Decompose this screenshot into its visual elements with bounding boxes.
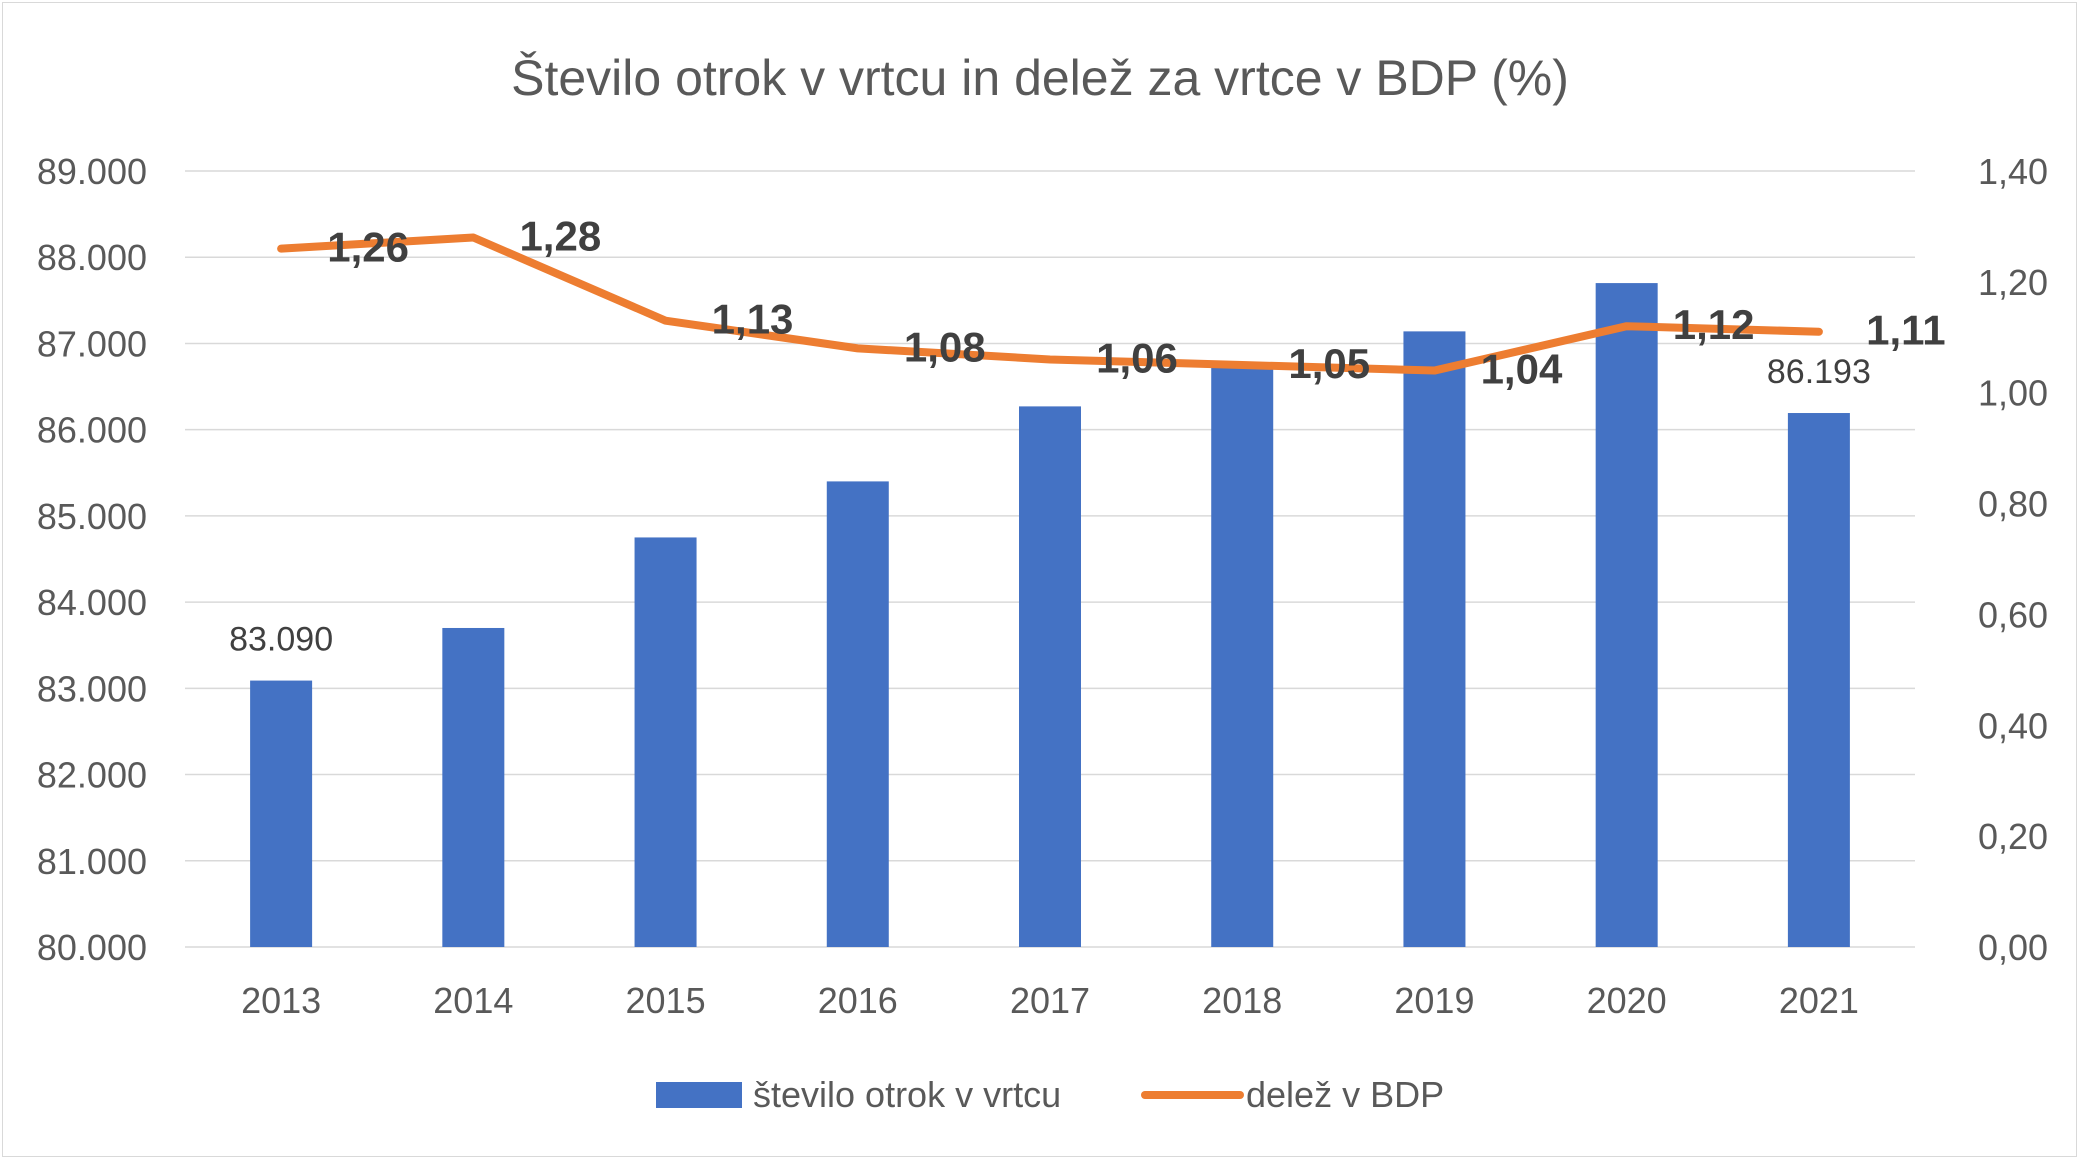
bar [1019, 406, 1081, 947]
y-left-tick-label: 87.000 [37, 323, 147, 364]
x-tick-label: 2016 [818, 980, 898, 1021]
x-tick-label: 2021 [1779, 980, 1859, 1021]
line-series [277, 233, 1823, 375]
line-point [1049, 358, 1051, 360]
y-right-tick-label: 0,40 [1978, 705, 2048, 746]
y-right-tick-label: 0,60 [1978, 594, 2048, 635]
legend-label-line: delež v BDP [1246, 1074, 1444, 1115]
y-left-tick-label: 89.000 [37, 151, 147, 192]
legend: število otrok v vrtcu delež v BDP [656, 1074, 1444, 1115]
bar [1211, 364, 1274, 947]
line-data-label: 1,12 [1673, 301, 1755, 348]
y-right-tick-label: 0,20 [1978, 816, 2048, 857]
x-tick-label: 2019 [1394, 980, 1474, 1021]
y-left-tick-label: 88.000 [37, 237, 147, 278]
line-data-label: 1,05 [1288, 340, 1370, 387]
line-point [857, 347, 859, 349]
y-right-tick-label: 1,00 [1978, 373, 2048, 414]
x-tick-label: 2017 [1010, 980, 1090, 1021]
bar [1403, 331, 1466, 948]
line-point [1241, 364, 1243, 366]
line-point [1433, 370, 1435, 372]
bar [634, 537, 697, 947]
y-left-tick-label: 80.000 [37, 927, 147, 968]
y-right-tick-label: 0,80 [1978, 484, 2048, 525]
axes: 80.000 81.000 82.000 83.000 84.000 85.000 86.0… [37, 151, 2048, 1021]
line-data-label: 1,13 [712, 296, 794, 343]
data-labels: 83.090 86.193 1,26 1,28 1,13 1,08 1,06 1,05 1,04… [229, 213, 1945, 659]
x-tick-label: 2018 [1202, 980, 1282, 1021]
x-tick-label: 2013 [241, 980, 321, 1021]
bar-data-label: 83.090 [229, 621, 333, 659]
line-data-label: 1,28 [519, 213, 601, 260]
chart-title: Število otrok v vrtcu in delež za vrtce … [511, 50, 1569, 106]
line-data-label: 1,26 [327, 224, 409, 271]
bar-data-label: 86.193 [1767, 353, 1871, 391]
y-left-tick-label: 82.000 [37, 755, 147, 796]
bar-series [250, 283, 1850, 948]
x-tick-label: 2020 [1587, 980, 1667, 1021]
y-right-tick-label: 1,20 [1978, 262, 2048, 303]
bar [1787, 413, 1850, 948]
bar [826, 481, 889, 947]
y-left-tick-label: 86.000 [37, 410, 147, 451]
line-point [1626, 325, 1628, 327]
x-tick-label: 2015 [626, 980, 706, 1021]
y-left-tick-label: 84.000 [37, 582, 147, 623]
line-data-label: 1,11 [1866, 307, 1945, 354]
line-data-label: 1,04 [1481, 346, 1563, 393]
line-point [280, 248, 282, 250]
legend-label-bars: število otrok v vrtcu [753, 1074, 1061, 1115]
line-point [665, 320, 667, 322]
line-data-label: 1,08 [904, 323, 986, 370]
line-data-label: 1,06 [1096, 334, 1178, 381]
legend-swatch-bars [656, 1082, 742, 1108]
bar [442, 627, 505, 947]
y-left-tick-label: 81.000 [37, 841, 147, 882]
x-tick-label: 2014 [433, 980, 513, 1021]
y-right-tick-label: 1,40 [1978, 151, 2048, 192]
line-point [1818, 331, 1820, 333]
line-point [472, 237, 474, 239]
y-left-tick-label: 83.000 [37, 668, 147, 709]
y-left-tick-label: 85.000 [37, 496, 147, 537]
y-right-tick-label: 0,00 [1978, 927, 2048, 968]
bar [250, 680, 313, 947]
bar [1595, 283, 1658, 948]
